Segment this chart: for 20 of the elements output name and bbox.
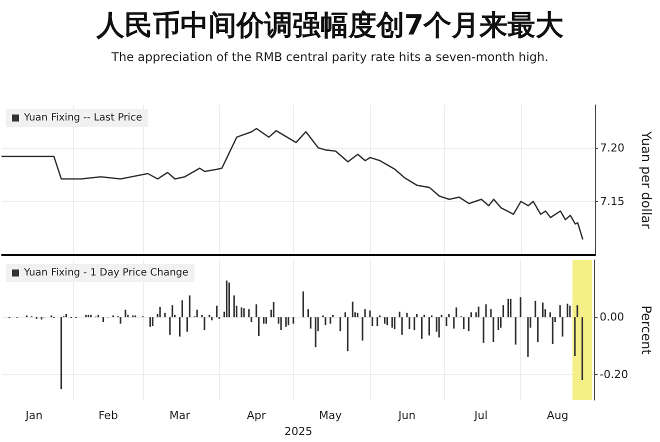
y-tick-label: 0.00 [600, 310, 624, 324]
y-axis-title: Yuan per dollar [638, 130, 653, 230]
y-tick-label: 7.15 [600, 194, 624, 208]
x-tick-label: Mar [169, 409, 191, 422]
y-axis-title: Percent [638, 306, 653, 354]
line-series [1, 128, 584, 240]
x-tick-label: Aug [546, 409, 568, 422]
x-axis-title: 2025 [284, 425, 312, 438]
x-tick-label: Jun [397, 409, 416, 422]
x-tick-label: Feb [98, 409, 118, 422]
x-tick-label: Jul [473, 409, 488, 422]
y-tick-label: 7.20 [600, 141, 624, 154]
y-tick-label: -0.20 [600, 368, 628, 381]
chart-subtitle: The appreciation of the RMB central parity rate hits a seven-month high. [110, 50, 548, 64]
legend-label: Yuan Fixing -- Last Price [23, 112, 142, 124]
legend-label: Yuan Fixing - 1 Day Price Change [23, 268, 188, 278]
x-tick-label: Apr [246, 409, 266, 422]
x-tick-label: Jan [24, 409, 43, 422]
x-tick-label: May [319, 409, 342, 422]
chart-title: 人民币中间价调强幅度创7个月来最大 [95, 8, 565, 42]
